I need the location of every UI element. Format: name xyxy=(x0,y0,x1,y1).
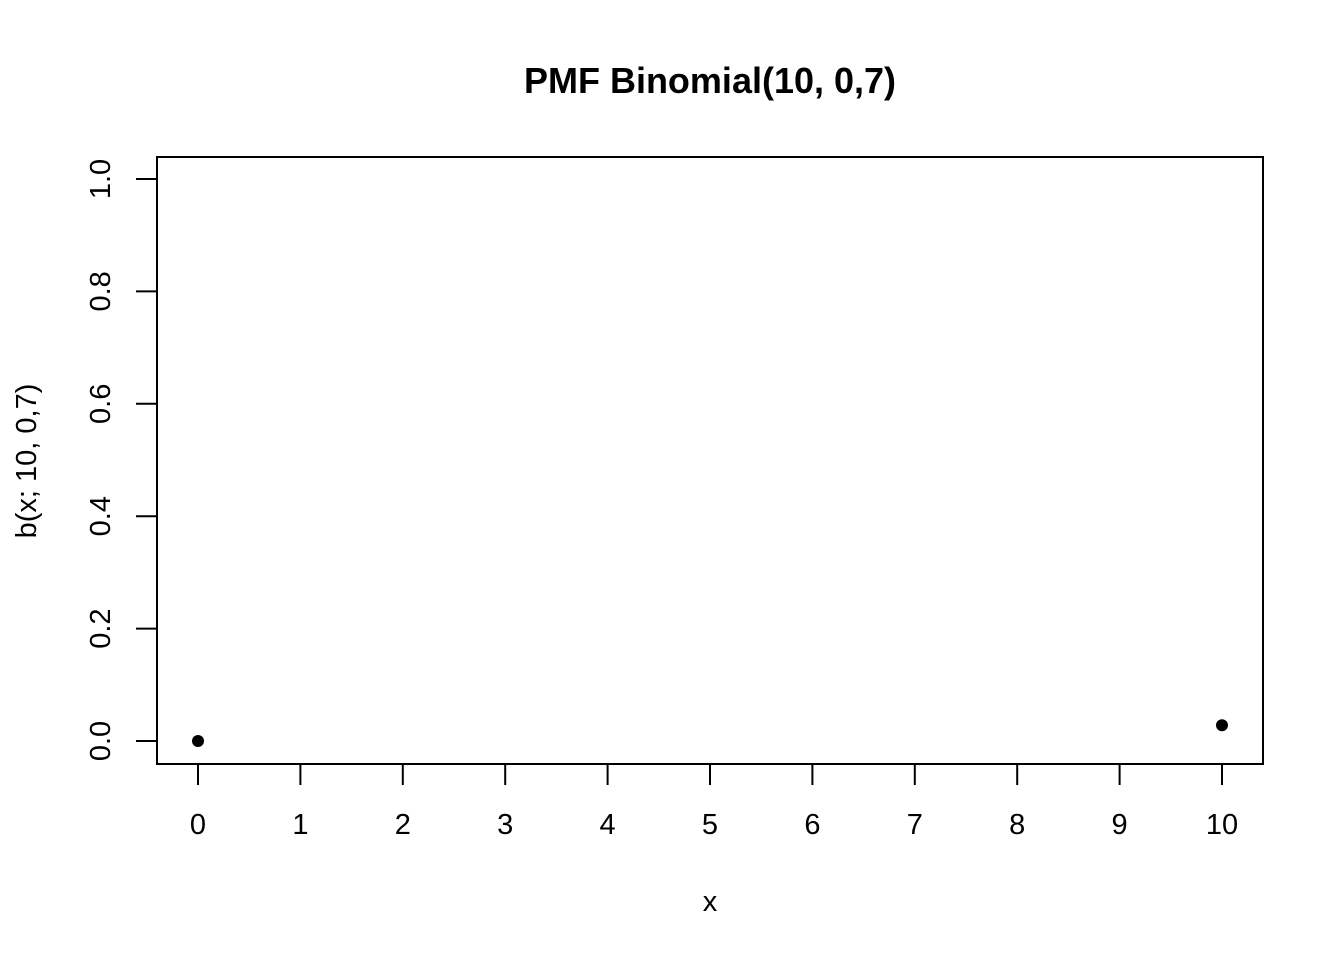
x-axis: 0 1 2 3 4 5 6 7 8 9 10 xyxy=(190,763,1238,841)
y-tick-label: 0.4 xyxy=(85,496,117,536)
y-axis-label: b(x; 10, 0,7) xyxy=(11,384,43,539)
x-tick-label: 9 xyxy=(1112,809,1128,841)
x-tick-label: 7 xyxy=(907,809,923,841)
x-tick-label: 4 xyxy=(600,809,616,841)
y-tick-label: 0.6 xyxy=(85,384,117,424)
y-tick-label: 0.2 xyxy=(85,608,117,648)
plot-frame xyxy=(156,156,1264,765)
x-tick-label: 6 xyxy=(804,809,820,841)
x-tick-label: 0 xyxy=(190,809,206,841)
y-tick-label: 1.0 xyxy=(85,159,117,199)
y-axis: 0.0 0.2 0.4 0.6 0.8 1.0 xyxy=(85,159,158,761)
y-tick-label: 0.0 xyxy=(85,721,117,761)
x-tick-label: 10 xyxy=(1206,809,1238,841)
data-point xyxy=(1216,719,1228,732)
x-tick-label: 3 xyxy=(497,809,513,841)
chart-title: PMF Binomial(10, 0,7) xyxy=(524,60,896,101)
x-tick-label: 5 xyxy=(702,809,718,841)
data-points xyxy=(192,719,1228,747)
y-tick-label: 0.8 xyxy=(85,271,117,311)
x-tick-label: 8 xyxy=(1009,809,1025,841)
x-tick-label: 1 xyxy=(292,809,308,841)
x-axis-label: x xyxy=(703,886,718,918)
data-point xyxy=(192,735,204,747)
x-tick-label: 2 xyxy=(395,809,411,841)
